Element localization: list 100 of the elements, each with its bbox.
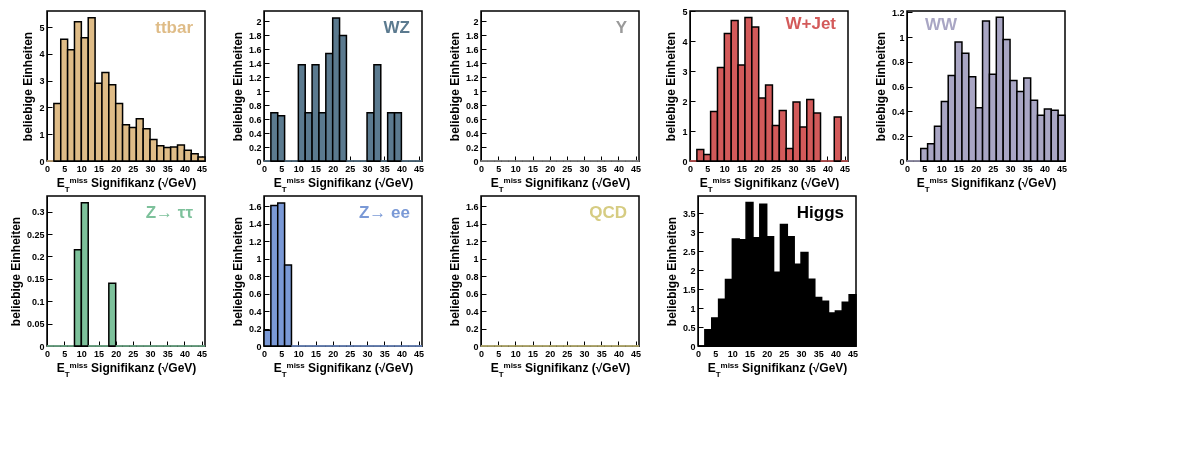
x-tick-label: 35 [596, 163, 607, 174]
x-tick-label: 10 [293, 348, 304, 359]
y-tick-label: 3 [682, 66, 688, 77]
x-tick-label: 15 [528, 163, 539, 174]
x-tick-label: 20 [971, 163, 982, 174]
x-tick-label: 15 [94, 348, 105, 359]
x-tick-label: 30 [579, 163, 590, 174]
x-tick-label: 5 [279, 163, 285, 174]
y-tick-label: 2 [39, 102, 45, 113]
x-tick-label: 35 [805, 163, 816, 174]
y-tick-label: 0.6 [891, 82, 905, 93]
y-tick-label: 2 [473, 16, 479, 27]
y-tick-label: 0.8 [465, 271, 479, 282]
x-tick-label: 45 [197, 348, 208, 359]
y-tick-label: 1.6 [465, 44, 479, 55]
x-tick-label: 25 [345, 348, 356, 359]
x-tick-label: 40 [396, 348, 407, 359]
x-tick-label: 45 [848, 348, 859, 359]
x-tick-label: 5 [62, 163, 68, 174]
x-tick-label: 15 [954, 163, 965, 174]
x-tick-label: 40 [179, 163, 190, 174]
y-tick-label: 0.25 [26, 229, 45, 240]
y-tick-label: 0 [256, 341, 262, 352]
y-tick-label: 0.2 [31, 251, 45, 262]
x-tick-label: 35 [1022, 163, 1033, 174]
x-axis-title: E$_{T}$$^{miss}$ Signifikanz (√GeV) [56, 175, 197, 193]
y-tick-label: 0.2 [465, 142, 479, 153]
y-tick-label: 0.2 [465, 324, 479, 335]
x-tick-label: 45 [631, 348, 642, 359]
x-tick-label: 35 [379, 163, 390, 174]
x-tick-label: 40 [613, 163, 624, 174]
y-tick-label: 0 [473, 156, 479, 167]
chart-title: WZ [383, 18, 410, 37]
y-tick-label: 0.15 [26, 274, 45, 285]
chart-title: ttbar [155, 18, 194, 37]
x-tick-label: 5 [705, 163, 711, 174]
y-axis-title: beliebige Einheiten [447, 31, 462, 142]
y-tick-label: 2 [690, 265, 696, 276]
x-tick-label: 30 [788, 163, 799, 174]
y-tick-label: 0 [473, 341, 479, 352]
y-tick-label: 1 [473, 86, 479, 97]
x-tick-label: 35 [813, 348, 824, 359]
x-tick-label: 35 [596, 348, 607, 359]
x-tick-label: 10 [936, 163, 947, 174]
y-tick-label: 0 [39, 341, 45, 352]
x-tick-label: 5 [279, 348, 285, 359]
y-axis-title: beliebige Einheiten [230, 31, 245, 142]
y-tick-label: 0.1 [31, 296, 45, 307]
y-axis-title: beliebige Einheiten [447, 216, 462, 327]
y-tick-label: 1.2 [891, 7, 905, 18]
x-tick-label: 30 [579, 348, 590, 359]
y-tick-label: 0.8 [891, 57, 905, 68]
y-tick-label: 1.8 [248, 30, 262, 41]
x-tick-label: 5 [496, 163, 502, 174]
x-tick-label: 15 [528, 348, 539, 359]
x-tick-label: 45 [1057, 163, 1068, 174]
y-tick-label: 0.6 [465, 114, 479, 125]
y-tick-label: 1.2 [465, 236, 479, 247]
y-tick-label: 0.8 [248, 100, 262, 111]
y-axis-title: beliebige Einheiten [230, 216, 245, 327]
y-tick-label: 0.4 [891, 106, 905, 117]
y-tick-label: 1.2 [465, 72, 479, 83]
y-tick-label: 0.05 [26, 319, 45, 330]
x-tick-label: 15 [311, 348, 322, 359]
y-tick-label: 0 [39, 156, 45, 167]
x-axis-title: E$_{T}$$^{miss}$ Signifikanz (√GeV) [273, 360, 414, 378]
x-tick-label: 5 [62, 348, 68, 359]
x-tick-label: 30 [145, 163, 156, 174]
x-tick-label: 45 [197, 163, 208, 174]
chart-title: QCD [589, 203, 627, 222]
x-tick-label: 20 [545, 163, 556, 174]
chart-title: WW [925, 15, 959, 35]
x-tick-label: 15 [311, 163, 322, 174]
x-tick-label: 10 [510, 163, 521, 174]
x-tick-label: 20 [762, 348, 773, 359]
x-tick-label: 30 [796, 348, 807, 359]
x-axis-title: E$_{T}$$^{miss}$ Signifikanz (√GeV) [56, 360, 197, 378]
y-tick-label: 1.6 [465, 201, 479, 212]
y-tick-label: 1 [899, 32, 905, 43]
y-axis-title: beliebige Einheiten [8, 216, 23, 327]
x-tick-label: 5 [922, 163, 928, 174]
y-tick-label: 1 [690, 303, 696, 314]
y-tick-label: 2 [256, 16, 262, 27]
x-axis-title: E$_{T}$$^{miss}$ Signifikanz (√GeV) [490, 175, 631, 193]
y-tick-label: 0.5 [682, 322, 696, 333]
y-tick-label: 1.8 [465, 30, 479, 41]
y-tick-label: 0 [256, 156, 262, 167]
x-tick-label: 15 [737, 163, 748, 174]
chart-title: Υ [615, 18, 628, 37]
x-tick-label: 35 [379, 348, 390, 359]
x-tick-label: 15 [745, 348, 756, 359]
y-tick-label: 1 [682, 126, 688, 137]
y-tick-label: 3 [690, 227, 696, 238]
x-axis-title: E$_{T}$$^{miss}$ Signifikanz (√GeV) [916, 175, 1057, 193]
y-tick-label: 1.6 [248, 201, 262, 212]
chart-title: Z→ ττ [145, 203, 194, 222]
x-tick-label: 25 [988, 163, 999, 174]
x-tick-label: 10 [719, 163, 730, 174]
y-tick-label: 0.4 [248, 128, 262, 139]
x-tick-label: 20 [111, 163, 122, 174]
